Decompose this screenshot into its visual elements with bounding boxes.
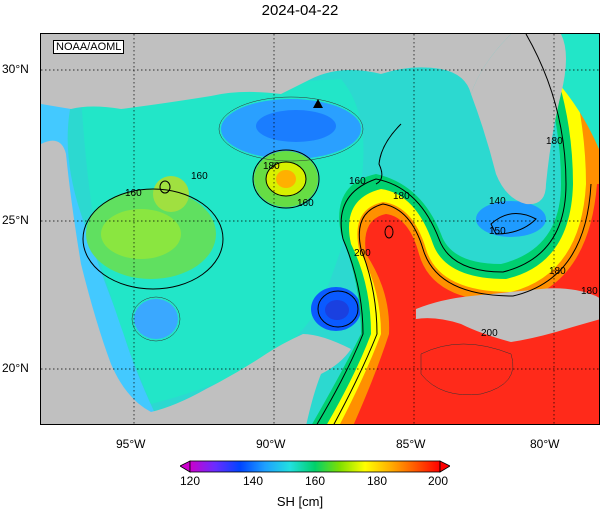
contour-label: 180 bbox=[581, 286, 598, 297]
colorbar-tick: 140 bbox=[243, 474, 264, 488]
contours-thin bbox=[131, 96, 514, 395]
map-frame: NOAA/AOML bbox=[40, 33, 600, 425]
latitude-label: 20°N bbox=[2, 361, 29, 375]
contour-label: 150 bbox=[489, 226, 506, 237]
contour-label: 180 bbox=[393, 191, 410, 202]
colorbar-tick: 200 bbox=[428, 474, 449, 488]
colorbar bbox=[180, 460, 450, 473]
contour-label: 200 bbox=[481, 328, 498, 339]
low-bay-campeche bbox=[134, 299, 178, 339]
source-badge: NOAA/AOML bbox=[53, 40, 125, 54]
colorbar-tick: 120 bbox=[180, 474, 201, 488]
land-cuba bbox=[416, 288, 599, 342]
page-title: 2024-04-22 bbox=[261, 2, 339, 19]
colorbar-right-arrow bbox=[439, 460, 450, 473]
contour-label: 180 bbox=[546, 136, 563, 147]
land-north-us bbox=[41, 34, 599, 109]
colorbar-tick: 180 bbox=[367, 474, 388, 488]
land-florida bbox=[471, 34, 566, 205]
contour-label: 180 bbox=[263, 161, 280, 172]
contours bbox=[82, 34, 592, 424]
contour-label: 180 bbox=[549, 266, 566, 277]
map-canvas: 160 160 180 160 160 180 180 180 140 150 … bbox=[41, 34, 599, 424]
colorbar-tick: 160 bbox=[305, 474, 326, 488]
longitude-label: 90°W bbox=[256, 437, 286, 451]
land-mexico bbox=[41, 140, 351, 424]
contour-label: 200 bbox=[354, 248, 371, 259]
low-north-central-core bbox=[256, 110, 336, 142]
low-southeast-gulf-core bbox=[325, 300, 349, 320]
latitude-label: 25°N bbox=[2, 213, 29, 227]
contour-label: 160 bbox=[297, 198, 314, 209]
high-west-north bbox=[153, 176, 189, 212]
eddy-central-core bbox=[276, 170, 296, 188]
triangle-marker-icon bbox=[313, 99, 323, 108]
contour-label: 160 bbox=[191, 171, 208, 182]
gulf-stream-northeast bbox=[511, 34, 599, 150]
contour-label: 140 bbox=[489, 196, 506, 207]
contour-label-group: 160 160 180 160 160 180 180 180 140 150 … bbox=[125, 136, 598, 339]
latitude-label: 30°N bbox=[2, 62, 29, 76]
colorbar-gradient bbox=[189, 460, 441, 473]
longitude-label: 80°W bbox=[530, 437, 560, 451]
longitude-label: 95°W bbox=[116, 437, 146, 451]
contour-label: 160 bbox=[125, 188, 142, 199]
high-western-gulf-core bbox=[101, 209, 181, 259]
colorbar-left-arrow bbox=[180, 460, 191, 473]
longitude-label: 85°W bbox=[396, 437, 426, 451]
colorbar-label: SH [cm] bbox=[276, 494, 324, 509]
contour-label: 160 bbox=[349, 176, 366, 187]
